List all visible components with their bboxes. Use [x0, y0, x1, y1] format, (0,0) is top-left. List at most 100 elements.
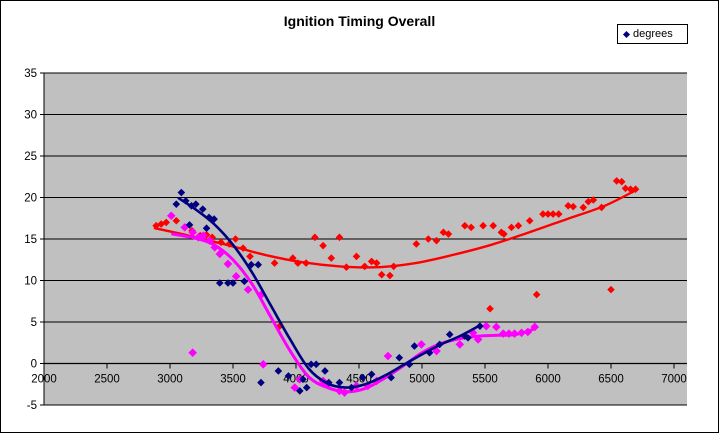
data-point[interactable]	[258, 360, 268, 369]
trendline-degrees[interactable]	[177, 197, 482, 389]
data-point[interactable]	[284, 372, 293, 380]
data-point[interactable]	[497, 228, 506, 237]
data-point[interactable]	[492, 322, 501, 332]
data-point[interactable]	[243, 285, 253, 294]
data-point[interactable]	[199, 231, 208, 240]
data-point[interactable]	[240, 277, 249, 286]
data-point[interactable]	[498, 329, 508, 338]
data-point[interactable]	[274, 367, 283, 375]
data-point[interactable]	[327, 254, 336, 262]
data-point[interactable]	[479, 221, 487, 230]
data-point[interactable]	[254, 260, 262, 269]
data-point[interactable]	[202, 224, 211, 233]
y-tick-label: 35	[24, 68, 37, 80]
data-point[interactable]	[461, 221, 469, 230]
data-point[interactable]	[295, 387, 304, 395]
data-point[interactable]	[395, 353, 404, 362]
data-point[interactable]	[617, 177, 626, 186]
data-point[interactable]	[579, 203, 588, 212]
data-point[interactable]	[564, 202, 572, 210]
data-point[interactable]	[311, 233, 319, 242]
series-red[interactable]	[152, 177, 640, 330]
data-point[interactable]	[335, 378, 344, 387]
data-point[interactable]	[321, 367, 329, 375]
data-point[interactable]	[539, 210, 547, 218]
data-point[interactable]	[289, 254, 297, 262]
data-point[interactable]	[589, 196, 598, 204]
series-degrees[interactable]	[172, 188, 484, 395]
data-point[interactable]	[188, 228, 197, 237]
data-point[interactable]	[621, 184, 630, 193]
data-point[interactable]	[372, 259, 381, 267]
data-point[interactable]	[444, 230, 453, 238]
data-point[interactable]	[307, 360, 315, 369]
data-point[interactable]	[525, 216, 534, 225]
data-point[interactable]	[270, 259, 279, 267]
data-point[interactable]	[507, 223, 516, 232]
data-point[interactable]	[231, 272, 241, 281]
data-point[interactable]	[302, 383, 311, 392]
data-point[interactable]	[417, 340, 426, 349]
data-point[interactable]	[177, 188, 186, 197]
data-point[interactable]	[500, 230, 508, 238]
data-point[interactable]	[532, 290, 541, 299]
chart-title[interactable]: Ignition Timing Overall	[283, 13, 436, 29]
data-point[interactable]	[188, 348, 197, 358]
data-point[interactable]	[172, 216, 181, 225]
data-point[interactable]	[514, 221, 523, 230]
data-point[interactable]	[319, 241, 327, 250]
data-point[interactable]	[410, 342, 419, 350]
legend[interactable]: degrees	[617, 24, 688, 44]
data-point[interactable]	[172, 200, 181, 208]
data-point[interactable]	[246, 252, 254, 261]
data-point[interactable]	[290, 383, 300, 392]
data-point[interactable]	[455, 340, 465, 349]
data-point[interactable]	[294, 259, 302, 267]
data-point[interactable]	[358, 373, 367, 382]
data-point[interactable]	[445, 330, 454, 339]
data-point[interactable]	[247, 260, 256, 269]
data-point[interactable]	[412, 240, 421, 248]
data-point[interactable]	[229, 279, 237, 287]
data-point[interactable]	[192, 200, 200, 208]
data-point[interactable]	[383, 351, 393, 361]
data-point[interactable]	[486, 304, 494, 313]
data-point[interactable]	[569, 202, 577, 211]
data-point[interactable]	[335, 233, 344, 242]
data-point[interactable]	[387, 373, 395, 382]
data-point[interactable]	[215, 279, 224, 287]
data-point[interactable]	[224, 279, 232, 287]
data-point[interactable]	[215, 249, 225, 259]
data-point[interactable]	[549, 210, 557, 218]
data-point[interactable]	[210, 243, 220, 252]
data-point[interactable]	[432, 236, 441, 245]
data-point[interactable]	[198, 205, 207, 213]
legend-label: degrees	[633, 28, 673, 40]
data-point[interactable]	[257, 378, 265, 387]
data-point[interactable]	[481, 321, 491, 331]
data-point[interactable]	[210, 215, 218, 223]
data-point[interactable]	[554, 210, 563, 218]
data-point[interactable]	[612, 177, 621, 185]
data-point[interactable]	[607, 285, 615, 294]
data-point[interactable]	[162, 218, 171, 227]
data-point[interactable]	[166, 211, 176, 221]
data-point[interactable]	[386, 271, 394, 280]
data-point[interactable]	[223, 259, 233, 269]
data-point[interactable]	[185, 221, 194, 229]
data-point[interactable]	[377, 270, 386, 279]
data-point[interactable]	[439, 228, 448, 237]
data-point[interactable]	[231, 235, 240, 243]
data-point[interactable]	[424, 235, 433, 243]
data-point[interactable]	[464, 333, 472, 342]
trendline-red[interactable]	[153, 188, 638, 269]
data-point[interactable]	[489, 221, 497, 230]
data-point[interactable]	[544, 210, 552, 218]
data-point[interactable]	[275, 322, 284, 330]
data-point[interactable]	[467, 223, 475, 232]
data-point[interactable]	[312, 360, 320, 369]
data-point[interactable]	[299, 375, 307, 384]
data-point[interactable]	[352, 252, 361, 261]
data-point[interactable]	[367, 370, 376, 379]
trendline-magenta[interactable]	[171, 232, 537, 394]
